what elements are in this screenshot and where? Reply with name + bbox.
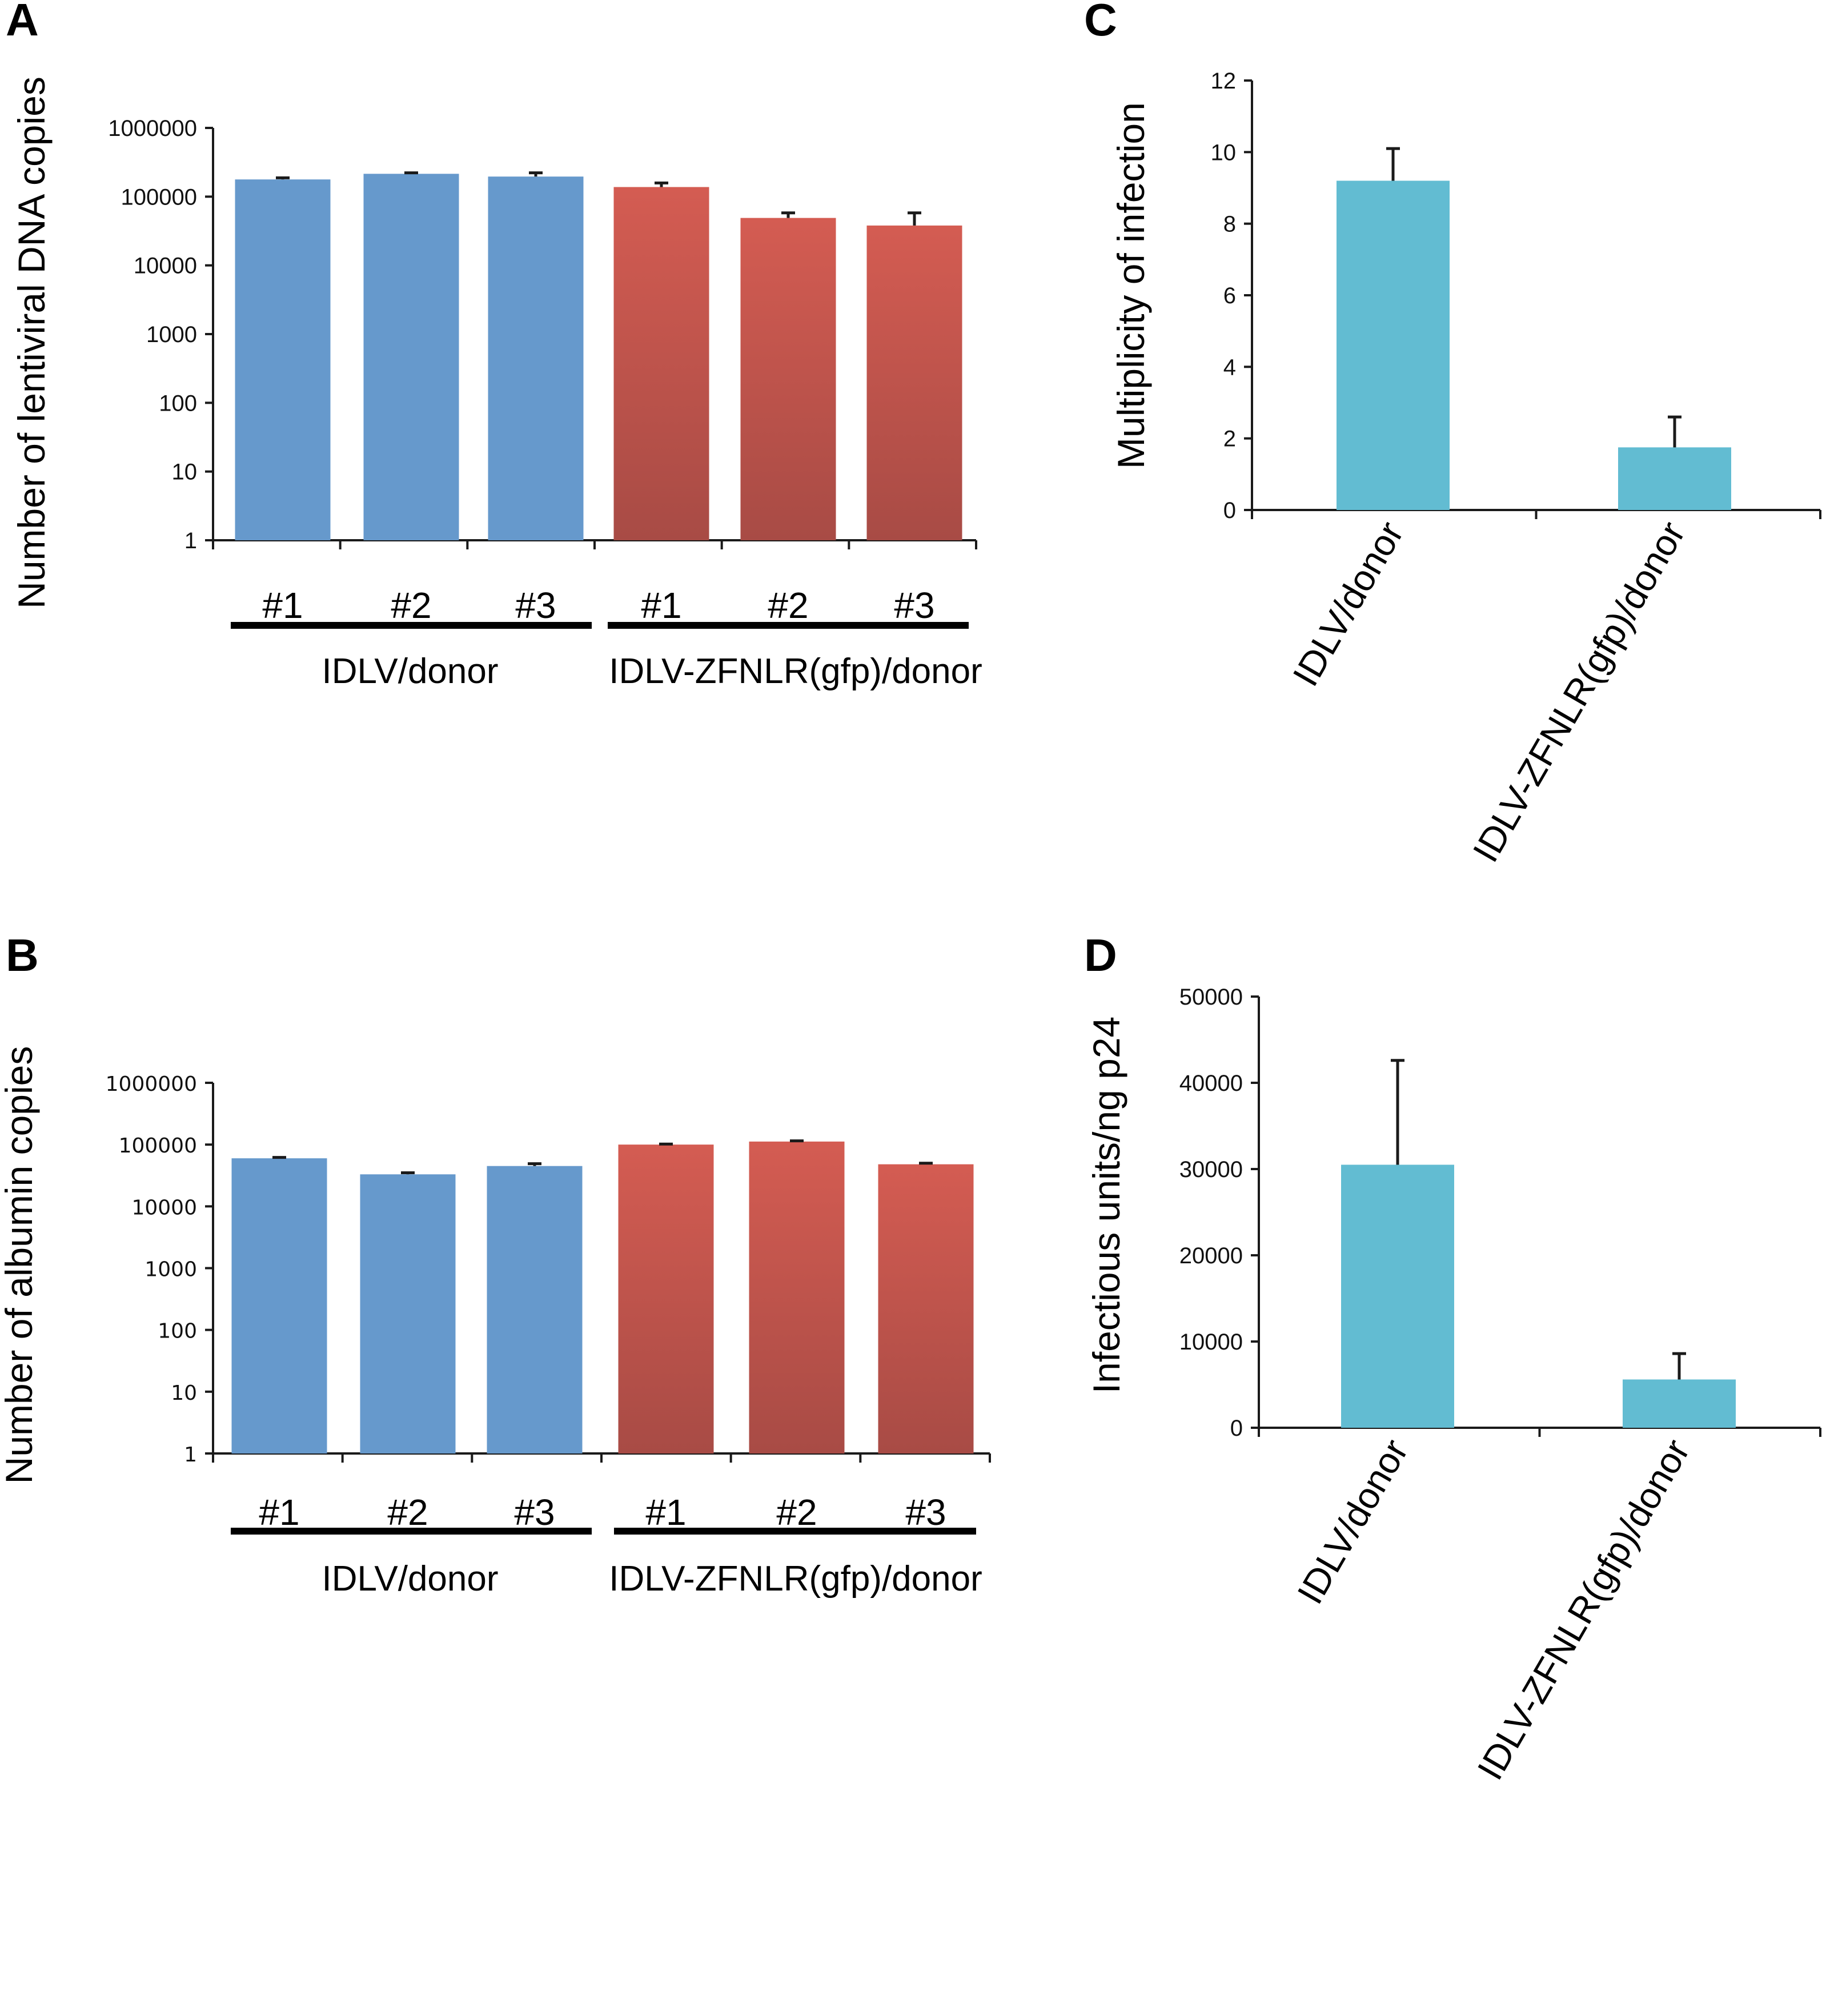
chart-b-group-label-2: IDLV-ZFNLR(gfp)/donor (609, 1559, 982, 1599)
chart-b-group-label-1: IDLV/donor (322, 1559, 498, 1599)
chart-c-ytick-label: 6 (1223, 283, 1236, 308)
chart-d-ytick-label: 40000 (1179, 1071, 1243, 1096)
chart-b-category-label: #3 (514, 1492, 555, 1533)
chart-b-ytick-label: 1 (184, 1443, 197, 1467)
chart-d-bar (1623, 1379, 1736, 1428)
chart-a-category-label: #2 (768, 585, 808, 626)
chart-a-ytick-label: 100 (159, 391, 197, 416)
chart-d-bar (1341, 1164, 1454, 1428)
chart-a-ytick-label: 10 (172, 460, 198, 485)
chart-b-ytick-label: 100 (158, 1320, 197, 1343)
chart-c-ytick-label: 0 (1223, 498, 1236, 523)
chart-d-ytick-label: 0 (1230, 1416, 1243, 1441)
chart-a-category-label: #3 (515, 585, 556, 626)
chart-c-category-label: IDLV/donor (1285, 515, 1411, 693)
chart-c-bar (1337, 180, 1450, 510)
chart-d-category-label: IDLV-ZFNLR(gfp)/donor (1469, 1432, 1697, 1786)
chart-a-ylabel: Number of lentiviral DNA copies (10, 77, 53, 609)
chart-a-bar (613, 187, 709, 540)
chart-b-bar (618, 1144, 714, 1453)
chart-a-category-label: #3 (894, 585, 934, 626)
chart-d-ylabel: Infectious units/ng p24 (1085, 1017, 1127, 1393)
chart-b-ytick-label: 10000 (131, 1196, 197, 1219)
chart-a-bar (235, 179, 331, 540)
panel-label-a: A (6, 0, 39, 45)
chart-c-category-label: IDLV-ZFNLR(gfp)/donor (1464, 515, 1693, 869)
chart-b-ylabel: Number of albumin copies (0, 1046, 40, 1484)
chart-a-ytick-label: 1000 (146, 322, 197, 347)
chart-b-ytick-label: 1000000 (106, 1073, 197, 1096)
chart-b-category-label: #3 (905, 1492, 946, 1533)
chart-a-category-label: #1 (262, 585, 303, 626)
chart-b-category-label: #1 (259, 1492, 299, 1533)
chart-b-category-label: #2 (387, 1492, 428, 1533)
chart-b-category-label: #1 (645, 1492, 686, 1533)
chart-a-bar (363, 174, 459, 540)
chart-a-category-label: #2 (391, 585, 431, 626)
panel-label-c: C (1084, 0, 1117, 45)
chart-a-bar (866, 225, 962, 540)
chart-c-ytick-label: 2 (1223, 427, 1236, 452)
chart-a-bar (488, 176, 584, 541)
chart-a-group-label-1: IDLV/donor (322, 652, 498, 691)
chart-d-ytick-label: 50000 (1179, 985, 1243, 1010)
chart-b-bar (360, 1174, 456, 1453)
chart-d-ytick-label: 10000 (1179, 1330, 1243, 1355)
chart-c-ylabel: Multiplicity of infection (1110, 102, 1152, 469)
chart-c-ytick-label: 8 (1223, 212, 1236, 237)
chart-d-ytick-label: 30000 (1179, 1157, 1243, 1182)
chart-a-ytick-label: 10000 (134, 254, 197, 279)
chart-c-ytick-label: 10 (1211, 140, 1237, 165)
panel-label-d: D (1084, 930, 1117, 981)
chart-c-ytick-label: 12 (1211, 69, 1237, 94)
chart-a-ytick-label: 1000000 (108, 116, 197, 141)
chart-b-bar (231, 1158, 327, 1453)
chart-a-group-label-2: IDLV-ZFNLR(gfp)/donor (609, 652, 982, 691)
chart-c-ytick-label: 4 (1223, 355, 1236, 380)
chart-b-bar (487, 1166, 583, 1453)
chart-c-bar (1618, 447, 1731, 510)
chart-b-bar (749, 1141, 845, 1453)
chart-b-category-label: #2 (776, 1492, 817, 1533)
chart-a-ytick-label: 100000 (121, 184, 197, 210)
chart-a-ytick-label: 1 (184, 528, 197, 553)
chart-b-bar (878, 1164, 974, 1453)
chart-d-ytick-label: 20000 (1179, 1243, 1243, 1268)
panel-label-b: B (6, 930, 39, 981)
chart-a-category-label: #1 (641, 585, 681, 626)
chart-a-bar (740, 218, 836, 541)
chart-d-category-label: IDLV/donor (1289, 1432, 1416, 1611)
chart-b-ytick-label: 1000 (145, 1258, 197, 1282)
chart-b-ytick-label: 10 (171, 1382, 197, 1405)
chart-b-ytick-label: 100000 (119, 1134, 197, 1158)
